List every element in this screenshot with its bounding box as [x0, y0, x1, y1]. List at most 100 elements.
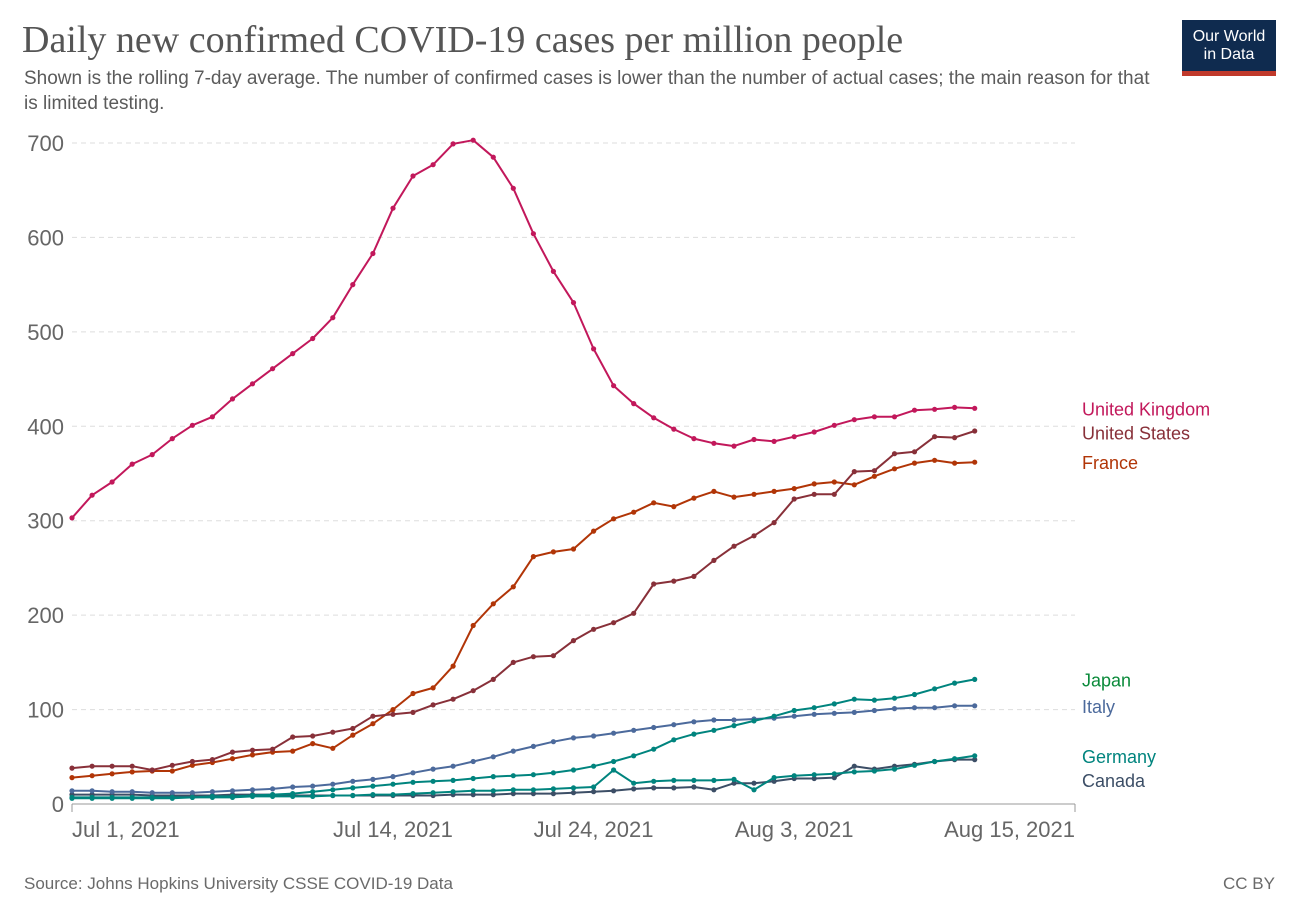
data-point	[751, 436, 757, 443]
data-point	[129, 461, 135, 467]
data-point	[229, 788, 236, 794]
data-point	[851, 696, 857, 702]
data-point	[871, 697, 878, 703]
data-point	[791, 713, 797, 719]
data-point	[290, 351, 296, 357]
data-point	[731, 723, 737, 729]
data-point	[891, 466, 898, 472]
logo-line-1: Our World	[1192, 28, 1266, 45]
data-point	[591, 346, 597, 352]
data-point	[430, 162, 436, 168]
data-point	[671, 578, 677, 584]
data-point	[932, 758, 938, 765]
data-point	[69, 515, 75, 521]
data-point	[731, 443, 737, 449]
data-point	[109, 763, 115, 769]
line-label: Japan	[1082, 670, 1131, 690]
data-point	[972, 753, 978, 759]
data-point	[711, 787, 717, 793]
data-point	[972, 676, 978, 683]
data-point	[330, 315, 336, 321]
data-point	[891, 706, 898, 712]
chart-title: Daily new confirmed COVID-19 cases per m…	[22, 19, 904, 61]
data-point	[972, 757, 978, 763]
data-point	[952, 756, 958, 762]
line-label: France	[1082, 453, 1138, 473]
data-point	[410, 709, 416, 716]
data-point	[330, 745, 336, 751]
data-point	[69, 775, 75, 781]
data-point	[209, 793, 215, 800]
data-point	[631, 753, 637, 759]
data-point	[671, 785, 677, 791]
data-point	[591, 528, 597, 534]
data-point	[370, 792, 376, 798]
data-point	[290, 748, 296, 754]
data-point	[510, 584, 516, 590]
data-point	[932, 705, 938, 711]
data-point	[591, 784, 597, 790]
data-point	[691, 784, 697, 790]
data-point	[811, 775, 817, 782]
data-point	[731, 776, 737, 783]
data-point	[831, 479, 837, 485]
data-point	[771, 713, 777, 719]
data-point	[89, 794, 95, 801]
data-point	[310, 783, 316, 789]
data-point	[390, 781, 396, 787]
data-point	[651, 785, 657, 791]
data-point	[350, 725, 356, 732]
data-point	[390, 205, 396, 211]
data-point	[410, 173, 416, 179]
data-point	[229, 756, 236, 762]
data-point	[169, 762, 175, 768]
data-point	[109, 479, 115, 485]
data-point	[490, 601, 496, 607]
data-point	[330, 787, 336, 793]
data-point	[310, 789, 316, 795]
data-point	[911, 691, 918, 698]
data-point	[430, 766, 436, 772]
data-point	[771, 438, 777, 444]
data-point	[911, 407, 918, 413]
data-point	[731, 494, 737, 500]
data-point	[671, 426, 677, 432]
data-point	[189, 762, 195, 768]
data-point	[510, 791, 516, 797]
y-tick-label: 500	[27, 320, 64, 345]
data-point	[751, 780, 757, 786]
line-label: Italy	[1082, 697, 1115, 717]
data-point	[651, 746, 657, 752]
data-point	[811, 429, 817, 435]
data-point	[550, 786, 557, 792]
data-point	[290, 734, 296, 740]
license-link[interactable]: CC BY	[1223, 874, 1275, 893]
data-point	[952, 435, 958, 441]
data-point	[410, 690, 416, 697]
data-point	[550, 653, 557, 659]
data-point	[530, 791, 537, 797]
series-line-italy	[72, 704, 975, 794]
data-point	[851, 763, 857, 769]
data-point	[871, 414, 878, 420]
data-point	[831, 771, 837, 777]
data-point	[771, 520, 777, 526]
data-point	[450, 763, 456, 769]
data-point	[550, 739, 557, 745]
owid-logo[interactable]: Our World in Data	[1182, 20, 1276, 76]
data-point	[129, 763, 135, 769]
y-tick-label: 400	[27, 414, 64, 439]
data-point	[149, 794, 155, 801]
data-point	[470, 788, 476, 794]
data-point	[932, 406, 938, 412]
data-point	[310, 335, 316, 342]
data-point	[149, 790, 155, 796]
data-point	[911, 449, 918, 455]
data-point	[530, 554, 537, 560]
data-point	[249, 792, 256, 799]
data-point	[851, 709, 857, 716]
data-point	[711, 488, 717, 494]
data-point	[791, 434, 797, 440]
data-point	[530, 743, 537, 750]
